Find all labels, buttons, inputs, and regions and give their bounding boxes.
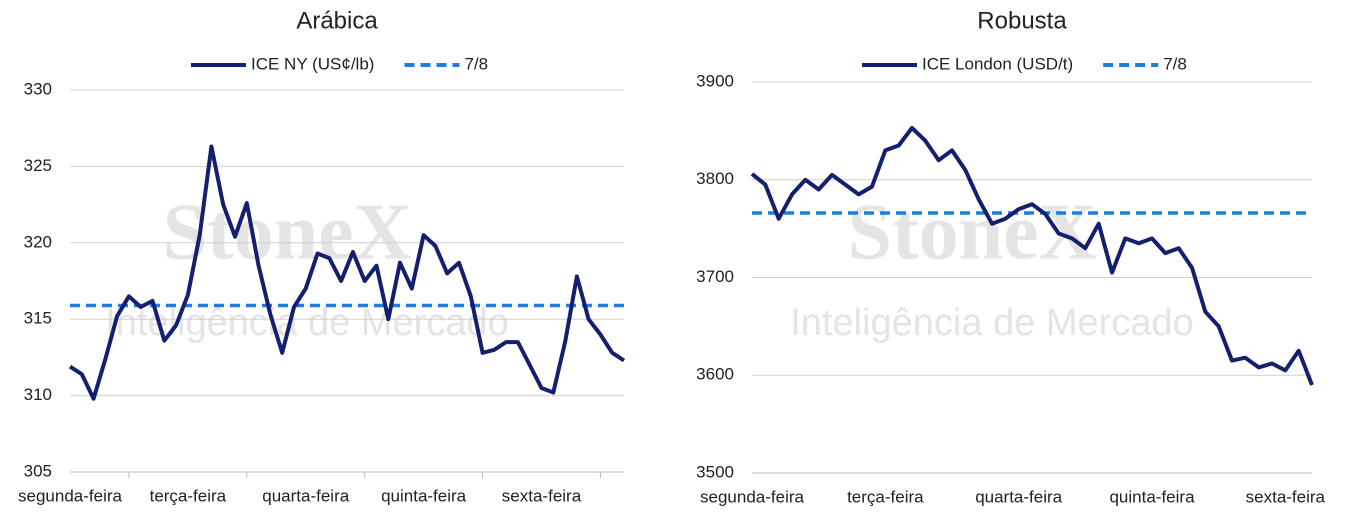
- line: [750, 125, 1314, 386]
- legend-label: ICE NY (US¢/lb): [251, 54, 374, 73]
- watermark: Inteligência de Mercado: [790, 302, 1193, 344]
- x-tick-label: quarta-feira: [262, 486, 349, 505]
- x-tick-label: terça-feira: [847, 487, 924, 506]
- watermark: StoneX: [848, 188, 1097, 276]
- y-tick-label: 3600: [696, 365, 734, 384]
- legend-label: 7/8: [1163, 54, 1187, 73]
- y-tick-label: 305: [24, 461, 52, 480]
- y-tick-label: 3900: [696, 71, 734, 90]
- legend-label: 7/8: [464, 54, 488, 73]
- line: [68, 144, 626, 401]
- x-tick-label: quarta-feira: [975, 487, 1062, 506]
- x-tick-label: segunda-feira: [18, 486, 123, 505]
- legend-label: ICE London (USD/t): [922, 54, 1073, 73]
- x-tick-label: sexta-feira: [502, 486, 582, 505]
- y-tick-label: 3700: [696, 267, 734, 286]
- y-tick-label: 325: [24, 156, 52, 175]
- chart-title: Arábica: [296, 7, 378, 34]
- y-tick-label: 3800: [696, 169, 734, 188]
- y-tick-label: 320: [24, 232, 52, 251]
- watermark: Inteligência de Mercado: [105, 302, 508, 344]
- y-tick-label: 3500: [696, 462, 734, 481]
- x-tick-label: segunda-feira: [700, 487, 805, 506]
- x-tick-label: quinta-feira: [1109, 487, 1195, 506]
- y-tick-label: 330: [24, 79, 52, 98]
- x-tick-label: quinta-feira: [381, 486, 467, 505]
- x-tick-label: terça-feira: [150, 486, 227, 505]
- y-tick-label: 315: [24, 309, 52, 328]
- x-tick-label: sexta-feira: [1246, 487, 1326, 506]
- y-tick-label: 310: [24, 385, 52, 404]
- chart-title: Robusta: [977, 7, 1067, 34]
